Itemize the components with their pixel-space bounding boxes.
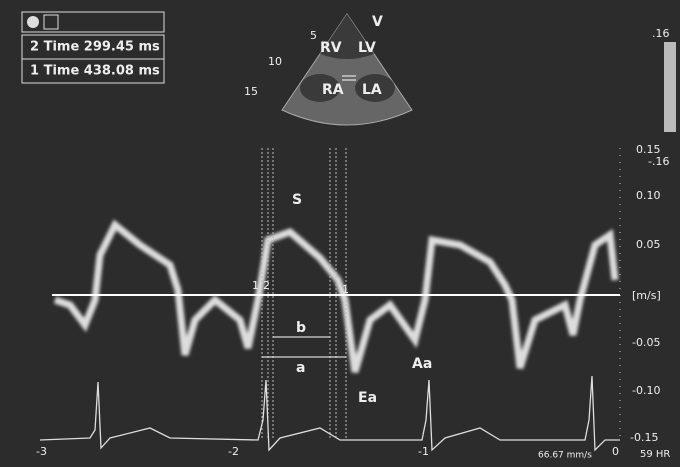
- scale-tick: 0.15: [636, 143, 661, 156]
- beat-label: -3: [36, 445, 47, 458]
- interval-label: a: [296, 360, 305, 376]
- peak-label: Aa: [412, 356, 432, 372]
- chamber-label: RV: [320, 40, 342, 56]
- chamber: [300, 74, 340, 102]
- chamber-label: LV: [358, 40, 376, 56]
- depth-mark: 10: [268, 55, 282, 68]
- cursor-label: 1: [252, 279, 259, 292]
- beat-label: -2: [228, 445, 239, 458]
- cursor-label: 1: [342, 283, 349, 296]
- chamber: [355, 74, 395, 102]
- scale-tick: 0.05: [636, 238, 661, 251]
- chamber-label: LA: [362, 82, 382, 98]
- scale-tick: -0.15: [630, 431, 658, 444]
- record-icon: [27, 16, 39, 28]
- sweep-speed: 66.67 mm/s: [538, 451, 592, 461]
- tool-icon: [43, 14, 59, 30]
- interval-label: b: [296, 320, 306, 336]
- color-bar-top: .16: [652, 27, 670, 40]
- cursors: [261, 148, 347, 440]
- peak-label: S: [292, 192, 302, 208]
- ecg-trace: [39, 375, 620, 452]
- depth-mark: 5: [310, 29, 317, 42]
- cursor-label: 2: [263, 279, 270, 292]
- color-bar-bottom: -.16: [648, 155, 669, 168]
- scale-tick: 0.10: [636, 189, 661, 202]
- time-2: 2 Time 299.45 ms: [30, 40, 160, 55]
- heart-rate: 59 HR: [640, 449, 670, 460]
- color-bar: [664, 42, 676, 132]
- scale-ticks: 0.15 0.10 0.05 [m/s] -0.05 -0.10 -0.15: [630, 143, 661, 444]
- scale-tick: -0.10: [632, 384, 660, 397]
- peak-label: Ea: [358, 390, 377, 406]
- time-1: 1 Time 438.08 ms: [30, 64, 160, 79]
- scale-unit: [m/s]: [632, 289, 661, 302]
- beat-label: 0: [612, 445, 619, 458]
- doppler-spectrum: [53, 219, 619, 373]
- depth-mark: 15: [244, 85, 258, 98]
- chamber-label: RA: [322, 82, 344, 98]
- toolbar-box: [21, 11, 165, 33]
- beat-label: -1: [418, 445, 429, 458]
- apex-label: V: [372, 14, 383, 30]
- echo-sector: [320, 14, 374, 59]
- scale-tick: -0.05: [632, 336, 660, 349]
- time-box: [21, 58, 165, 84]
